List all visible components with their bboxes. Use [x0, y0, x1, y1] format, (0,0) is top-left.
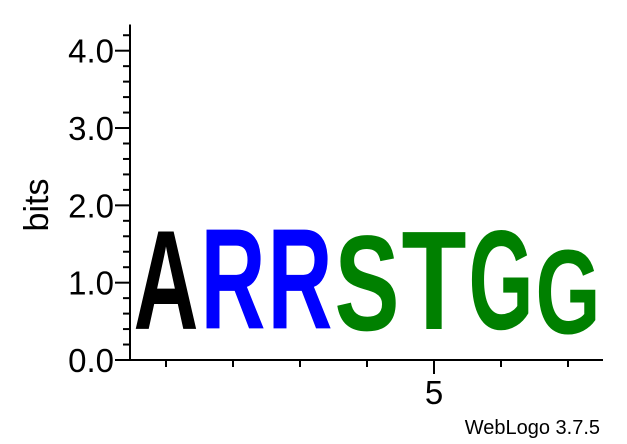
logo-letter-S: S: [335, 208, 400, 360]
y-tick-label: 0.0: [68, 342, 114, 379]
logo-letter-G: G: [469, 201, 534, 359]
logo-letter-R: R: [201, 200, 266, 359]
x-tick-label: 5: [425, 374, 443, 411]
logo-letter-T: T: [402, 203, 467, 360]
y-axis: 0.0 1.0 2.0 3.0 4.0: [68, 24, 131, 379]
y-tick-label: 3.0: [68, 110, 114, 147]
y-tick-label: 2.0: [68, 187, 114, 224]
y-tick-label: 1.0: [68, 265, 114, 302]
x-axis: 5: [130, 359, 603, 411]
logo-letter-G: G: [536, 226, 601, 359]
logo-letter-R: R: [268, 200, 333, 359]
y-tick-label: 4.0: [68, 33, 114, 70]
y-axis-label: bits: [18, 179, 56, 232]
weblogo-credit: WebLogo 3.7.5: [465, 417, 600, 439]
logo-letter-A: A: [134, 202, 199, 360]
